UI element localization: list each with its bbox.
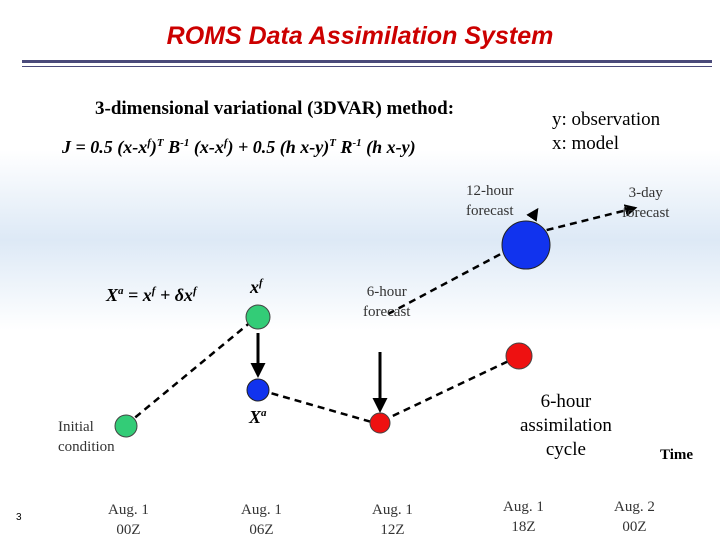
forecast-bigblue-node xyxy=(501,220,551,270)
analysis-xa-node xyxy=(246,378,270,402)
xa-label: Xa xyxy=(249,407,267,427)
xf-label: xf xyxy=(250,277,263,297)
date-label: Aug. 1 06Z xyxy=(241,502,282,538)
legend-model: x: model xyxy=(552,133,620,154)
method-heading: 3-dimensional variational (3DVAR) method… xyxy=(95,98,455,119)
date-label: Aug. 1 18Z xyxy=(503,499,544,535)
date-label: Aug. 2 00Z xyxy=(614,499,655,535)
analysis-equation: Xa = xf + δxf xyxy=(106,285,197,305)
title-divider-thin xyxy=(22,66,712,67)
slide-number: 3 xyxy=(16,512,22,523)
forecast-xf-node xyxy=(245,304,271,330)
legend-observation: y: observation xyxy=(552,109,661,130)
forecast-line-analysis-to-red xyxy=(259,388,376,425)
forecast-line-bigblue-to-3day xyxy=(534,204,638,235)
forecast-red-12z-node xyxy=(369,412,391,434)
variable-legend: y: observation x: model xyxy=(552,108,660,156)
label-6hour-forecast: 6-hour forecast xyxy=(363,284,411,320)
assimilation-cycle-label: 6-hour assimilation cycle xyxy=(520,391,612,460)
forecast-red-18z-node xyxy=(505,342,533,370)
label-3day-forecast: 3-day forecast xyxy=(622,185,670,221)
date-label: Aug. 1 12Z xyxy=(372,502,413,538)
label-12hour-forecast: 12-hour forecast xyxy=(466,183,514,219)
date-label: Aug. 1 00Z xyxy=(108,502,149,538)
label-initial-condition: Initial condition xyxy=(58,419,115,455)
page-title: ROMS Data Assimilation System xyxy=(166,22,554,50)
title-divider-thick xyxy=(22,60,712,63)
initial-condition-node xyxy=(114,414,138,438)
forecast-line-initial-to-xf xyxy=(125,315,259,426)
cost-function-formula: J = 0.5 (x-xf)T B-1 (x-xf) + 0.5 (h x-y)… xyxy=(62,137,416,157)
forecast-line-red-to-red xyxy=(381,355,518,423)
time-axis-label: Time xyxy=(660,447,694,463)
